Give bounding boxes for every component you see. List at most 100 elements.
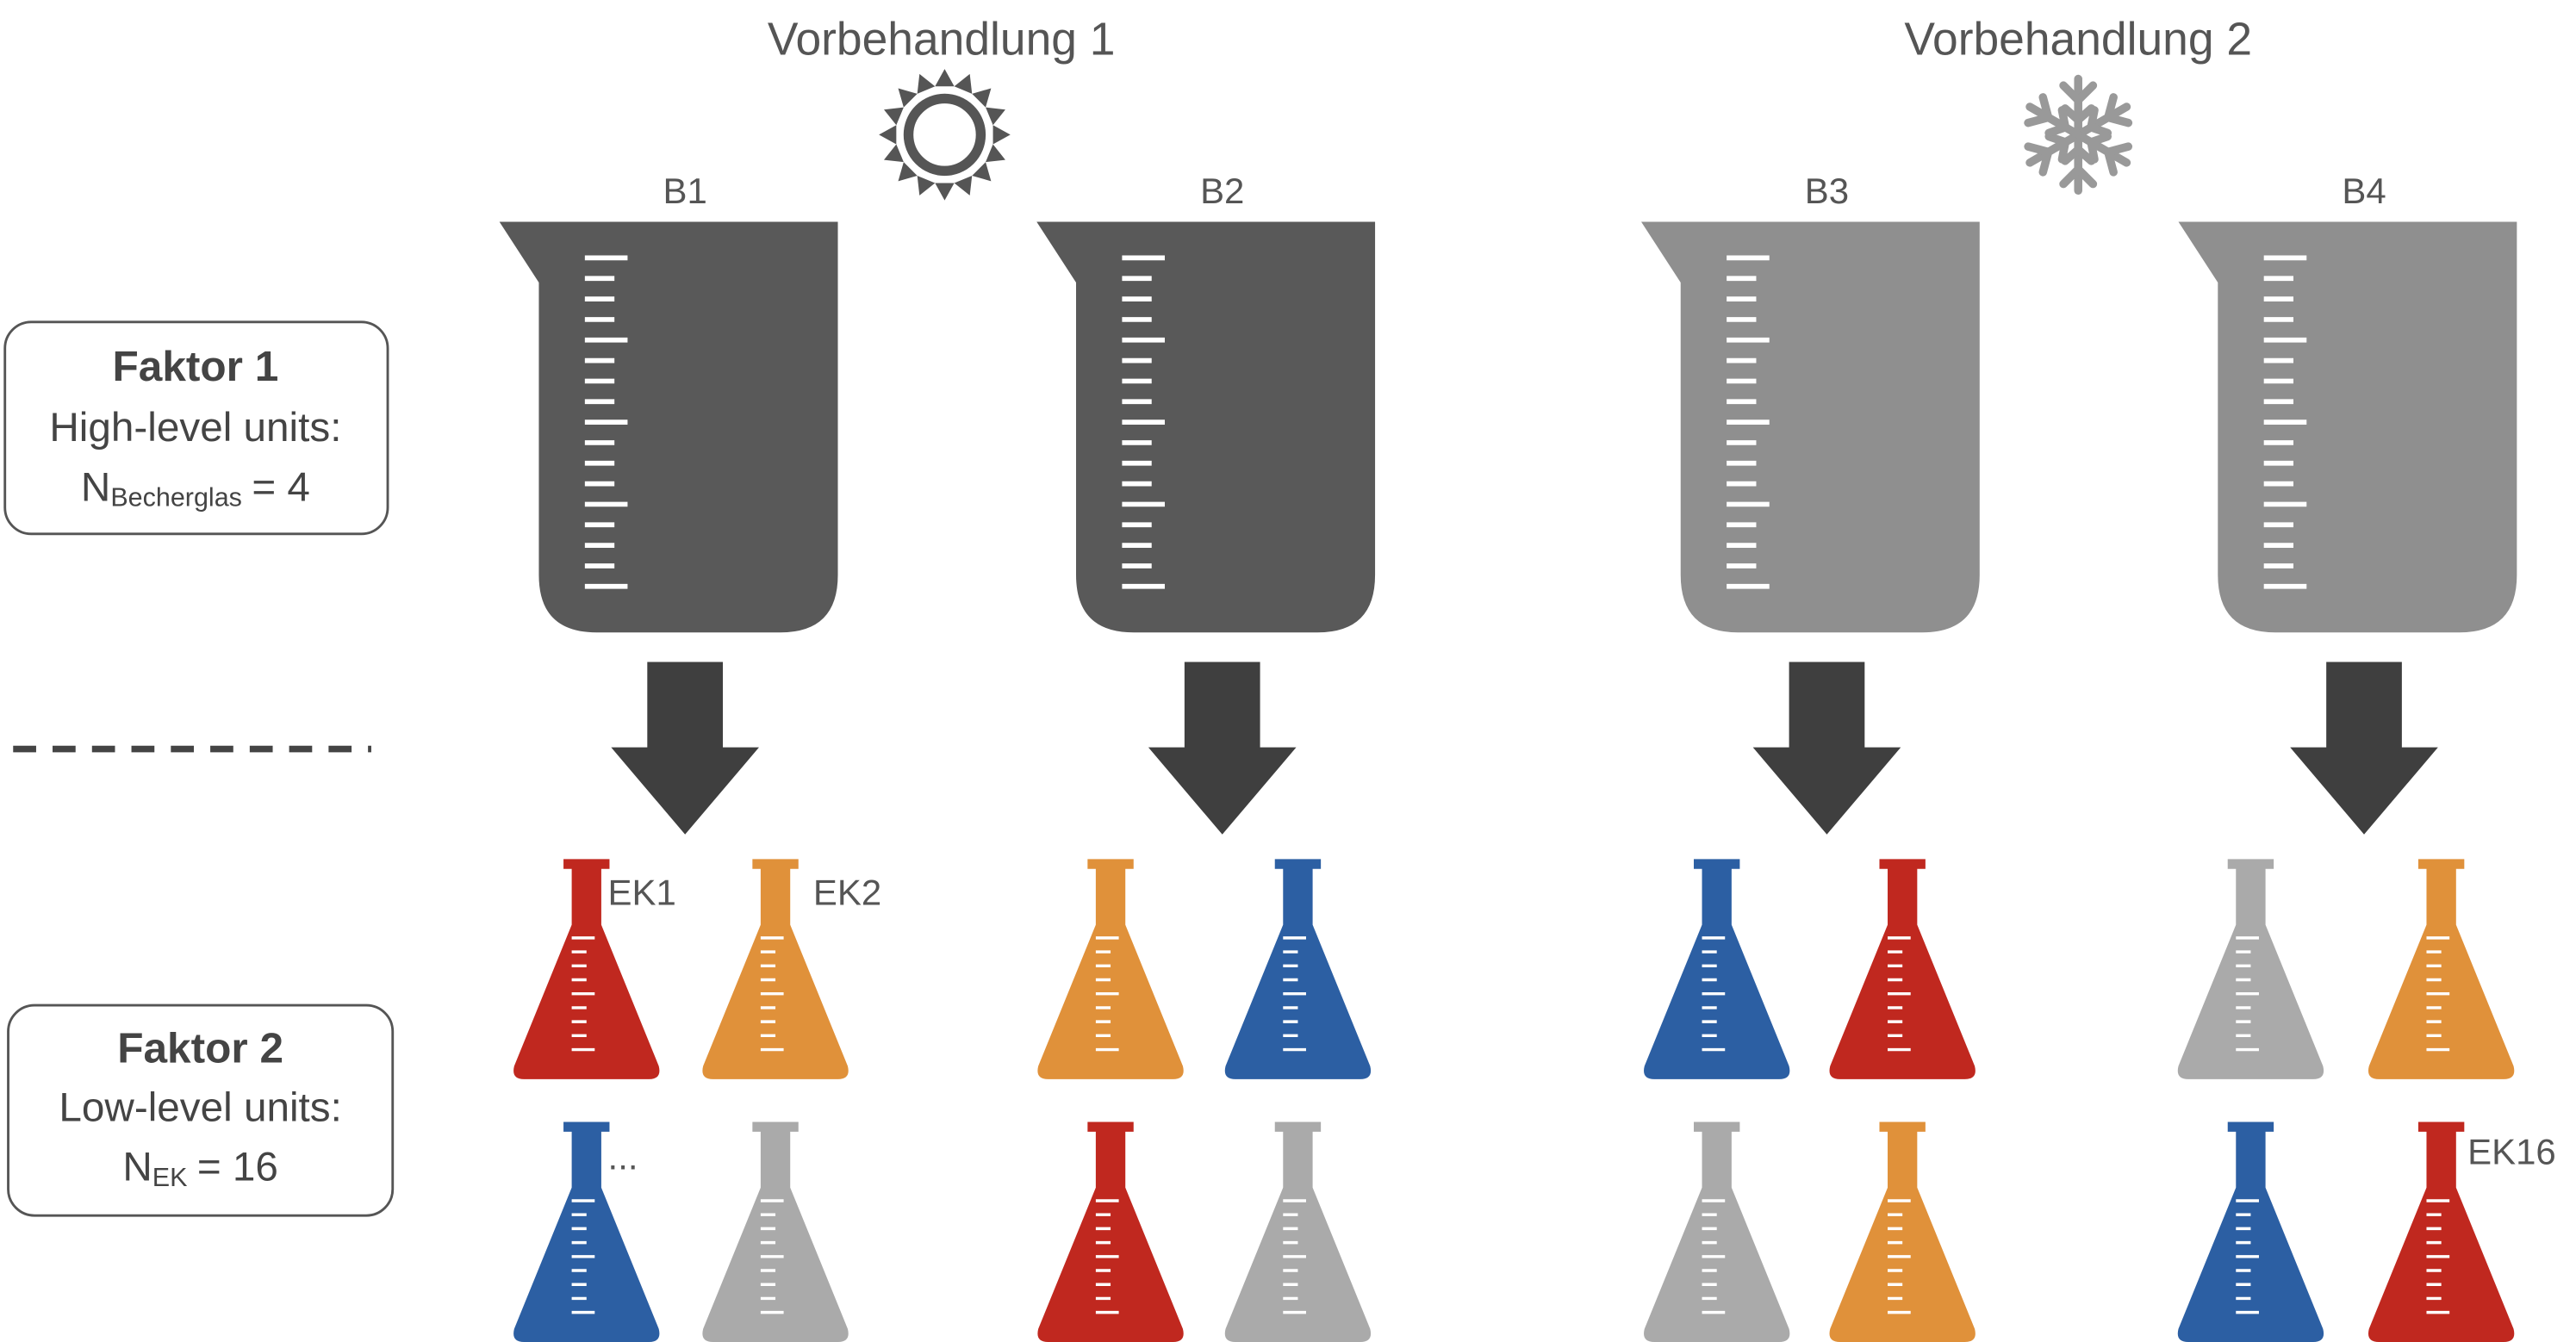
factor-title: Faktor 2	[117, 1024, 283, 1072]
beaker: B3	[1640, 171, 1980, 633]
beaker-body	[1036, 221, 1376, 633]
beaker: B1	[499, 171, 838, 633]
beaker: B4	[2178, 171, 2517, 633]
beaker-label: B2	[1200, 171, 1244, 211]
ray	[992, 125, 1011, 145]
equation: = 16	[197, 1144, 278, 1190]
ray	[917, 175, 936, 196]
sun-rays	[879, 69, 1011, 201]
ray	[972, 88, 992, 108]
sun-core	[903, 93, 986, 177]
ray	[917, 73, 936, 94]
flask-body	[702, 1121, 849, 1342]
flask	[1224, 1121, 1372, 1342]
snow-arm	[2074, 130, 2133, 177]
flask	[513, 1121, 660, 1342]
sun-icon	[879, 69, 1011, 201]
ray	[898, 162, 918, 182]
flask	[1224, 859, 1372, 1079]
arm-branch	[2061, 144, 2096, 165]
ray	[972, 162, 992, 182]
factor-box: Faktor 2 Low-level units: NEK = 16	[7, 1003, 395, 1217]
flask-body	[513, 1121, 660, 1342]
arrow	[1752, 662, 1901, 835]
flask-body	[513, 859, 660, 1079]
ray	[954, 175, 973, 196]
ray	[879, 125, 897, 145]
arm-branch	[2061, 104, 2096, 126]
flask-body	[1224, 859, 1372, 1079]
arrow	[1148, 662, 1297, 835]
beaker-label: B1	[663, 171, 707, 211]
ray	[935, 183, 955, 201]
arm-branch	[2086, 132, 2112, 164]
ray	[954, 73, 973, 94]
flask-body	[1644, 1121, 1790, 1342]
flask-body	[1037, 1121, 1184, 1342]
flask	[1644, 1121, 1790, 1342]
ray	[935, 69, 955, 87]
flask	[702, 859, 849, 1079]
factor-subtitle: Low-level units:	[59, 1085, 341, 1131]
arm-branch	[2086, 106, 2112, 138]
flask	[2177, 859, 2324, 1079]
arrow	[611, 662, 759, 835]
beaker-body	[1640, 221, 1980, 633]
ray	[986, 144, 1005, 163]
flask-body	[1224, 1121, 1372, 1342]
factor-subtitle: High-level units:	[49, 405, 341, 450]
arm-branch	[2103, 93, 2133, 127]
flask-label: EK1	[608, 872, 676, 912]
ray	[883, 144, 904, 163]
group-title: Vorbehandlung 1	[768, 15, 1116, 65]
beaker-label: B3	[1805, 171, 1849, 211]
ray	[898, 88, 918, 108]
flask	[1037, 1121, 1184, 1342]
flask-body	[1644, 859, 1790, 1079]
ray	[883, 107, 904, 126]
snow-arm	[2024, 93, 2082, 140]
flask	[1037, 859, 1184, 1079]
flask-body	[2177, 859, 2324, 1079]
symbol: N	[122, 1144, 152, 1190]
arm-branch	[2024, 142, 2054, 177]
snow-arm	[2059, 74, 2098, 140]
beaker-label: B4	[2342, 171, 2386, 211]
flask	[2368, 1121, 2515, 1342]
snow-arm	[2024, 130, 2082, 177]
factor-equation-line: NBecherglas = 4	[81, 464, 310, 513]
subscript: EK	[152, 1163, 188, 1192]
equation: = 4	[252, 464, 310, 510]
flask-body	[2368, 1121, 2515, 1342]
symbol: N	[81, 464, 110, 510]
box-frame	[3, 320, 389, 536]
arrow	[2290, 662, 2438, 835]
beaker: B2	[1036, 171, 1376, 633]
beaker-body	[499, 221, 838, 633]
arm	[2074, 130, 2131, 167]
arm-branch	[2044, 106, 2070, 138]
arm-branch	[2059, 163, 2098, 189]
factor-equation-line: NEK = 16	[122, 1144, 278, 1192]
snowflake-icon	[2024, 74, 2133, 196]
box-frame	[7, 1003, 395, 1217]
flask	[702, 1121, 849, 1342]
flask	[1829, 859, 1976, 1079]
flask-body	[2368, 859, 2515, 1079]
beaker-body	[2178, 221, 2517, 633]
subscript: Becherglas	[110, 483, 242, 513]
flask	[1829, 1121, 1976, 1342]
factor-box: Faktor 1 High-level units: NBecherglas = …	[3, 320, 389, 536]
flask-body	[1829, 1121, 1976, 1342]
arm	[2074, 103, 2131, 140]
group-title: Vorbehandlung 2	[1904, 15, 2252, 65]
flask	[1644, 859, 1790, 1079]
flask-body	[702, 859, 849, 1079]
flask-label: EK16	[2467, 1132, 2556, 1172]
flask	[2368, 859, 2515, 1079]
flask	[2177, 1121, 2324, 1342]
flask-label: EK2	[813, 872, 881, 912]
flask-body	[1037, 859, 1184, 1079]
